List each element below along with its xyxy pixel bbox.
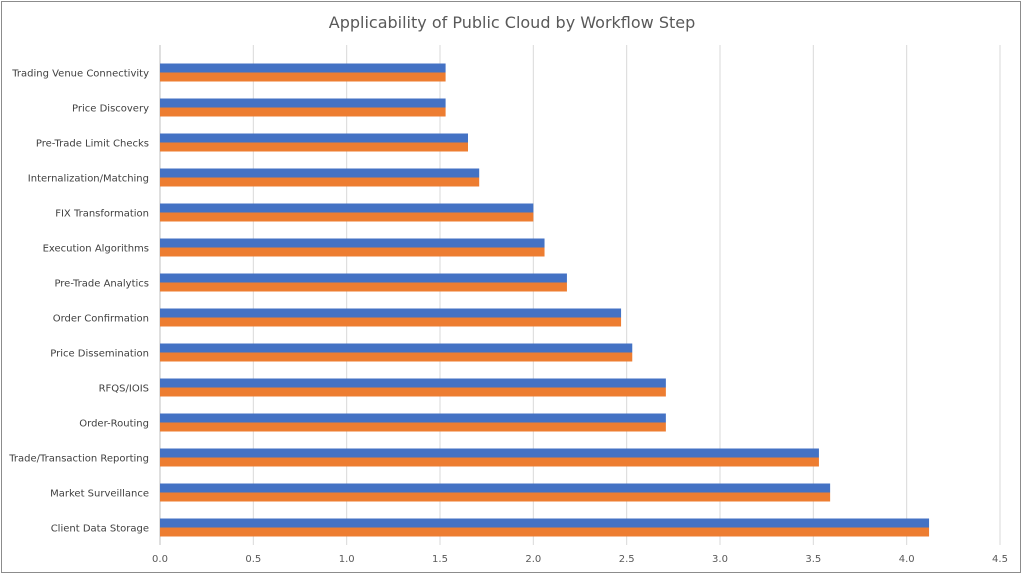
bar-blue bbox=[160, 448, 819, 458]
bar-orange bbox=[160, 387, 666, 397]
bar-orange bbox=[160, 247, 545, 257]
category-label: Execution Algorithms bbox=[43, 244, 149, 255]
x-axis-tick-labels: 0.0 0.5 1.0 1.5 2.0 2.5 3.0 3.5 4.0 4.5 bbox=[152, 554, 1008, 565]
bar-blue bbox=[160, 238, 545, 248]
category-label: Client Data Storage bbox=[51, 524, 149, 535]
category-label: Internalization/Matching bbox=[28, 174, 149, 185]
bar-blue bbox=[160, 343, 633, 353]
x-tick-label: 0.0 bbox=[152, 554, 168, 565]
bar-blue bbox=[160, 63, 446, 73]
category-label: Order-Routing bbox=[79, 419, 149, 430]
bar-blue bbox=[160, 483, 831, 493]
x-tick-label: 0.5 bbox=[245, 554, 261, 565]
bar-orange bbox=[160, 422, 666, 432]
category-label: FIX Transformation bbox=[55, 209, 149, 220]
bar-blue bbox=[160, 273, 567, 283]
gridlines bbox=[159, 45, 1001, 545]
bar-orange bbox=[160, 317, 622, 327]
bar-orange bbox=[160, 527, 930, 537]
bar-orange bbox=[160, 352, 633, 362]
category-label: Price Dissemination bbox=[50, 349, 149, 360]
x-tick-label: 3.5 bbox=[805, 554, 821, 565]
bar-blue bbox=[160, 133, 468, 143]
bar-blue bbox=[160, 98, 446, 108]
x-tick-label: 1.0 bbox=[339, 554, 355, 565]
bar-orange bbox=[160, 142, 468, 152]
bar-orange bbox=[160, 457, 819, 467]
bar-orange bbox=[160, 212, 534, 222]
bar-blue bbox=[160, 203, 534, 213]
category-label: Price Discovery bbox=[72, 104, 149, 115]
x-tick-label: 2.5 bbox=[619, 554, 635, 565]
category-label: Trading Venue Connectivity bbox=[11, 69, 149, 80]
bar-blue bbox=[160, 518, 930, 528]
x-tick-label: 3.0 bbox=[712, 554, 728, 565]
chart-title: Applicability of Public Cloud by Workflo… bbox=[328, 13, 696, 32]
bars bbox=[160, 63, 930, 537]
x-tick-label: 1.5 bbox=[432, 554, 448, 565]
category-label: Order Confirmation bbox=[53, 314, 149, 325]
category-labels: Trading Venue Connectivity Price Discover… bbox=[8, 69, 149, 535]
bar-blue bbox=[160, 308, 622, 318]
bar-orange bbox=[160, 282, 567, 292]
category-label: RFQS/IOIS bbox=[99, 384, 149, 395]
bar-blue bbox=[160, 168, 480, 178]
category-label: Pre-Trade Analytics bbox=[54, 279, 149, 290]
category-label: Market Surveillance bbox=[50, 489, 149, 500]
bar-orange bbox=[160, 107, 446, 117]
bar-orange bbox=[160, 72, 446, 82]
bar-orange bbox=[160, 177, 480, 187]
bar-blue bbox=[160, 378, 666, 388]
x-tick-label: 4.0 bbox=[899, 554, 915, 565]
x-tick-label: 2.0 bbox=[525, 554, 541, 565]
bar-orange bbox=[160, 492, 831, 502]
category-label: Pre-Trade Limit Checks bbox=[36, 139, 149, 150]
x-tick-label: 4.5 bbox=[992, 554, 1008, 565]
category-label: Trade/Transaction Reporting bbox=[8, 454, 149, 465]
bar-blue bbox=[160, 413, 666, 423]
